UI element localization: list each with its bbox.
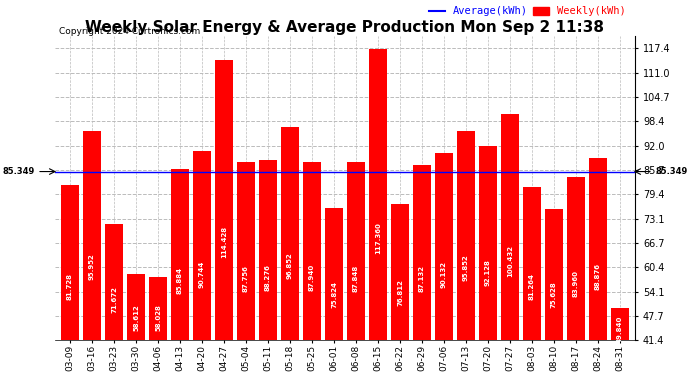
Text: 114.428: 114.428 <box>221 226 227 258</box>
Bar <box>589 158 607 340</box>
Bar <box>149 276 167 340</box>
Bar <box>237 162 255 340</box>
Text: 75.824: 75.824 <box>331 280 337 308</box>
Bar <box>347 162 365 340</box>
Bar <box>83 131 101 340</box>
Text: 100.432: 100.432 <box>507 245 513 277</box>
Text: 71.672: 71.672 <box>111 286 117 313</box>
Legend: Average(kWh), Weekly(kWh): Average(kWh), Weekly(kWh) <box>425 2 630 21</box>
Text: 95.952: 95.952 <box>89 254 95 280</box>
Text: 85.349: 85.349 <box>3 167 35 176</box>
Text: 90.132: 90.132 <box>441 261 447 288</box>
Bar <box>611 308 629 340</box>
Bar <box>259 160 277 340</box>
Text: 81.264: 81.264 <box>529 273 535 300</box>
Bar <box>567 177 585 340</box>
Text: 90.744: 90.744 <box>199 260 205 288</box>
Text: 87.940: 87.940 <box>309 264 315 291</box>
Text: 58.612: 58.612 <box>133 304 139 331</box>
Bar <box>61 186 79 340</box>
Text: 87.132: 87.132 <box>419 266 425 292</box>
Bar <box>391 204 409 340</box>
Bar <box>369 48 387 340</box>
Bar <box>325 208 343 340</box>
Text: 85.884: 85.884 <box>177 267 183 294</box>
Text: 96.852: 96.852 <box>287 252 293 279</box>
Bar <box>479 146 497 340</box>
Text: 88.276: 88.276 <box>265 264 271 291</box>
Text: 83.960: 83.960 <box>573 270 579 297</box>
Text: 85.349: 85.349 <box>655 167 687 176</box>
Text: 95.852: 95.852 <box>463 254 469 280</box>
Text: Copyright 2024 Curtronics.com: Copyright 2024 Curtronics.com <box>59 27 200 36</box>
Text: 87.756: 87.756 <box>243 265 249 291</box>
Bar <box>105 224 123 340</box>
Text: 75.628: 75.628 <box>551 281 557 308</box>
Bar <box>303 162 321 340</box>
Title: Weekly Solar Energy & Average Production Mon Sep 2 11:38: Weekly Solar Energy & Average Production… <box>86 20 604 35</box>
Bar <box>281 128 299 341</box>
Bar <box>215 60 233 340</box>
Text: 58.028: 58.028 <box>155 304 161 332</box>
Text: 92.128: 92.128 <box>485 259 491 286</box>
Bar <box>435 153 453 340</box>
Text: 76.812: 76.812 <box>397 279 403 306</box>
Text: 81.728: 81.728 <box>67 273 73 300</box>
Bar <box>501 114 519 340</box>
Text: 117.360: 117.360 <box>375 222 381 254</box>
Bar <box>127 274 145 340</box>
Text: 88.876: 88.876 <box>595 263 601 290</box>
Bar <box>413 165 431 340</box>
Text: 87.848: 87.848 <box>353 264 359 292</box>
Bar <box>523 187 541 340</box>
Bar <box>171 170 189 340</box>
Bar <box>193 151 211 340</box>
Text: 49.840: 49.840 <box>617 315 623 343</box>
Bar <box>545 209 563 340</box>
Bar <box>457 131 475 340</box>
